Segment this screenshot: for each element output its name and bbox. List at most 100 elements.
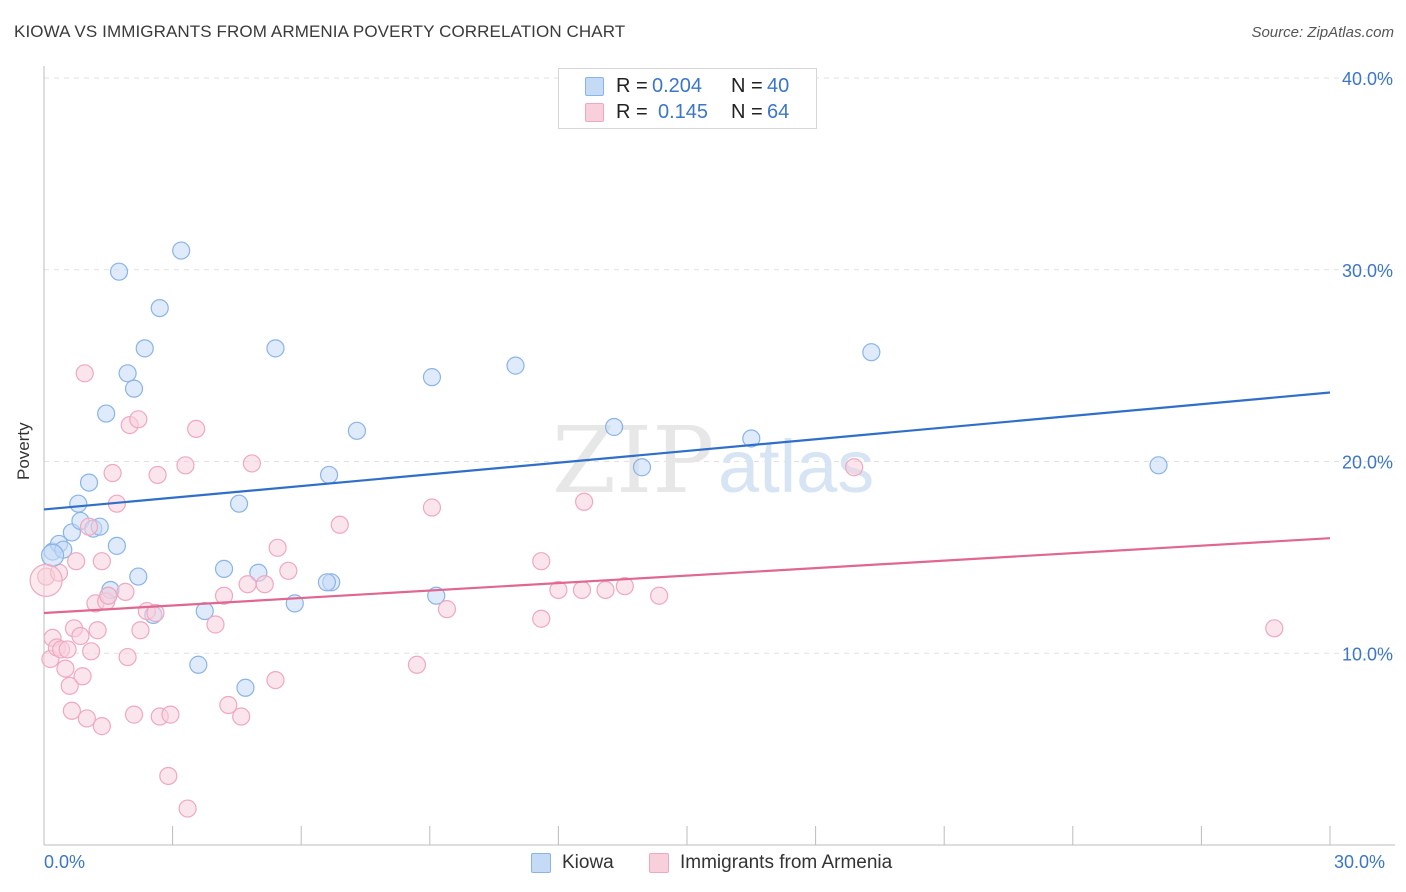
n-label: N = xyxy=(731,75,763,97)
armenia-point xyxy=(77,709,96,728)
armenia-point xyxy=(131,621,150,640)
armenia-point xyxy=(129,410,148,429)
armenia-point xyxy=(268,538,287,557)
x-tick-label-min: 0.0% xyxy=(44,852,86,872)
kiowa-point xyxy=(229,494,249,513)
armenia-point xyxy=(845,458,864,477)
armenia-point xyxy=(238,575,257,594)
armenia-point xyxy=(187,419,206,439)
r-value: 0.145 xyxy=(658,101,709,123)
armenia-point xyxy=(176,456,195,475)
armenia-point xyxy=(146,603,165,623)
r-label: R = xyxy=(616,101,648,123)
armenia-point xyxy=(330,515,349,534)
armenia-point xyxy=(71,626,90,646)
armenia-point xyxy=(407,655,427,674)
kiowa-point xyxy=(135,339,154,358)
x-tick-label-max: 30.0% xyxy=(1334,852,1386,872)
kiowa-point xyxy=(236,678,255,697)
armenia-point xyxy=(572,580,592,600)
kiowa-point xyxy=(605,417,624,437)
armenia-point xyxy=(92,552,111,571)
n-value: 40 xyxy=(767,75,790,97)
kiowa-swatch xyxy=(585,77,604,96)
kiowa-point xyxy=(214,559,234,578)
armenia-point xyxy=(124,705,144,724)
kiowa-point xyxy=(69,494,88,513)
armenia-swatch xyxy=(585,103,604,122)
armenia-legend-swatch xyxy=(649,853,669,873)
armenia-point xyxy=(615,577,634,596)
armenia-point xyxy=(67,552,86,571)
armenia-point xyxy=(650,586,669,605)
kiowa-point xyxy=(347,421,367,440)
kiowa-legend-swatch xyxy=(531,853,551,873)
armenia-point xyxy=(214,586,234,605)
armenia-point xyxy=(82,642,101,661)
r-label: R = xyxy=(616,75,648,97)
kiowa-point xyxy=(150,299,169,318)
y-tick-label: 40.0% xyxy=(1342,69,1393,89)
y-tick-label: 30.0% xyxy=(1342,261,1393,281)
armenia-point xyxy=(206,615,225,634)
kiowa-point xyxy=(422,368,442,387)
armenia-point xyxy=(73,667,92,686)
armenia-point xyxy=(1265,619,1284,638)
armenia-point xyxy=(103,463,122,483)
n-label: N = xyxy=(731,101,763,123)
kiowa-point xyxy=(317,573,337,592)
armenia-point xyxy=(56,659,75,678)
armenia-point xyxy=(75,364,94,383)
legend-label-armenia: Immigrants from Armenia xyxy=(680,852,893,873)
kiowa-point xyxy=(124,379,144,398)
kiowa-point xyxy=(506,356,525,375)
y-tick-label: 20.0% xyxy=(1342,453,1393,473)
armenia-point xyxy=(596,580,615,600)
armenia-point xyxy=(422,498,442,517)
kiowa-point xyxy=(97,404,116,423)
r-value: 0.204 xyxy=(652,75,703,97)
armenia-point xyxy=(219,695,238,715)
armenia-point xyxy=(266,670,285,690)
armenia-point xyxy=(178,799,197,818)
armenia-point xyxy=(88,621,107,640)
armenia-point xyxy=(79,517,99,536)
kiowa-point xyxy=(742,429,761,448)
kiowa-point xyxy=(109,262,129,281)
armenia-point xyxy=(99,586,118,605)
kiowa-trend-line xyxy=(43,391,1331,511)
armenia-trend-line xyxy=(43,537,1331,615)
armenia-point xyxy=(159,766,178,786)
kiowa-point xyxy=(107,536,126,555)
armenia-point xyxy=(29,563,63,597)
armenia-point xyxy=(242,454,262,473)
kiowa-point xyxy=(40,543,65,568)
chart-title: KIOWA VS IMMIGRANTS FROM ARMENIA POVERTY… xyxy=(14,22,626,41)
y-tick-label: 10.0% xyxy=(1342,644,1393,664)
armenia-point xyxy=(118,647,137,667)
armenia-point xyxy=(116,582,135,601)
armenia-point xyxy=(532,609,551,628)
kiowa-point xyxy=(266,339,285,358)
legend-label-kiowa: Kiowa xyxy=(562,852,614,873)
armenia-point xyxy=(532,552,551,571)
armenia-point xyxy=(279,561,298,580)
armenia-point xyxy=(62,701,81,720)
kiowa-point xyxy=(1149,456,1168,475)
armenia-point xyxy=(255,575,274,594)
armenia-point xyxy=(549,580,568,600)
armenia-point xyxy=(161,705,180,724)
armenia-point xyxy=(58,640,77,659)
kiowa-point xyxy=(118,364,137,383)
kiowa-point xyxy=(79,473,99,492)
kiowa-point xyxy=(129,567,148,586)
armenia-point xyxy=(232,707,251,726)
armenia-point xyxy=(575,492,594,511)
stats-legend: R = 0.204 N = 40 R = 0.145 N = 64 xyxy=(558,68,817,129)
n-value: 64 xyxy=(767,101,790,123)
kiowa-point xyxy=(632,458,652,477)
armenia-point xyxy=(92,717,111,736)
kiowa-point xyxy=(862,343,881,362)
kiowa-point xyxy=(172,241,191,260)
